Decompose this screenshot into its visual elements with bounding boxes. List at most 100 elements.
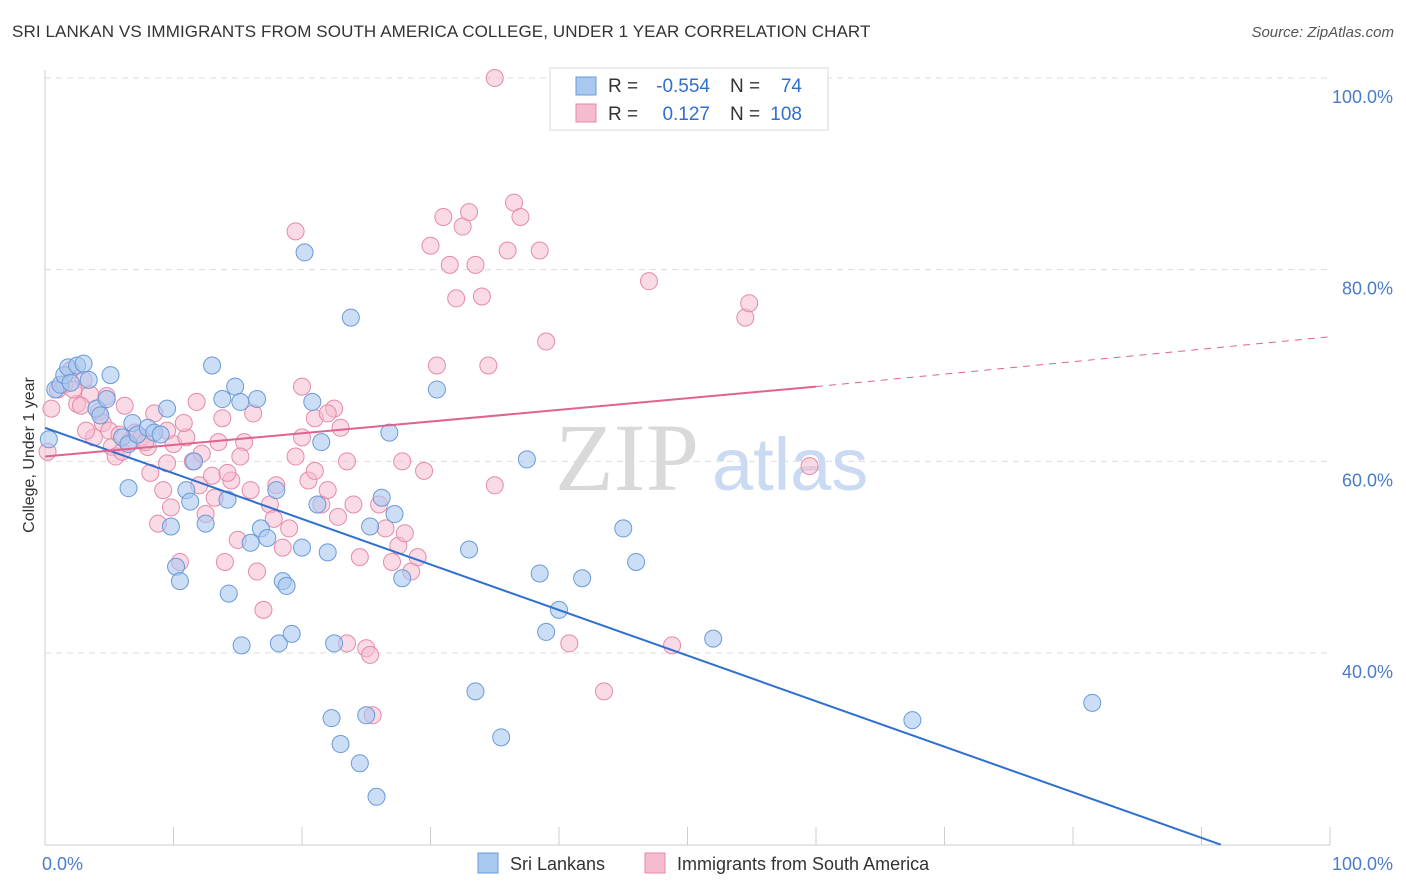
data-point-sri-lankans — [1083, 693, 1102, 712]
legend-item-immigrants-swatch — [644, 852, 666, 874]
legend-n-value-1: 74 — [781, 76, 803, 97]
data-point-immigrants — [218, 463, 237, 482]
data-point-sri-lankans — [293, 538, 311, 557]
data-point-sri-lankans — [530, 564, 549, 583]
data-point-immigrants — [415, 461, 434, 480]
x-tick-label: 100.0% — [1332, 854, 1393, 874]
data-point-sri-lankans — [427, 380, 446, 399]
legend-swatch-pink — [575, 103, 597, 123]
legend-n-label-1: N = — [730, 76, 760, 97]
data-point-sri-lankans — [248, 390, 267, 409]
data-point-immigrants — [421, 236, 440, 255]
data-point-sri-lankans — [460, 540, 479, 559]
data-point-immigrants — [293, 428, 311, 447]
data-point-immigrants — [286, 222, 305, 241]
data-point-sri-lankans — [91, 406, 110, 425]
data-point-sri-lankans — [170, 572, 189, 591]
data-point-immigrants — [361, 645, 380, 664]
data-point-sri-lankans — [357, 706, 376, 725]
data-point-sri-lankans — [350, 754, 369, 773]
data-point-sri-lankans — [39, 430, 58, 449]
data-point-sri-lankans — [331, 735, 350, 754]
trend-line-sri-lankans — [44, 426, 1222, 846]
data-point-sri-lankans — [181, 492, 200, 511]
data-point-immigrants — [293, 377, 311, 396]
data-point-immigrants — [187, 392, 206, 411]
data-point-immigrants — [328, 507, 347, 526]
watermark-atlas: atlas — [712, 423, 868, 506]
data-point-sri-lankans — [380, 423, 399, 442]
data-point-immigrants — [498, 241, 517, 260]
data-point-immigrants — [382, 552, 401, 571]
data-point-sri-lankans — [267, 481, 286, 500]
stats-legend: R = -0.554 N = 74 R = 0.127 N = 108 — [549, 67, 829, 131]
data-point-immigrants — [154, 481, 173, 500]
data-point-immigrants — [203, 466, 222, 485]
data-point-immigrants — [344, 495, 363, 514]
data-point-sri-lankans — [218, 490, 237, 509]
data-point-immigrants — [42, 399, 61, 418]
legend-r-value-2: 0.127 — [662, 104, 710, 125]
source-credit: Source: ZipAtlas.com — [1251, 24, 1394, 41]
data-point-immigrants — [434, 207, 453, 226]
data-point-sri-lankans — [231, 392, 250, 411]
data-point-sri-lankans — [308, 495, 327, 514]
data-point-sri-lankans — [372, 488, 391, 507]
data-point-sri-lankans — [303, 392, 322, 411]
data-point-sri-lankans — [79, 370, 98, 389]
data-point-immigrants — [331, 418, 350, 437]
data-point-immigrants — [231, 447, 250, 466]
data-point-sri-lankans — [573, 569, 592, 588]
data-point-immigrants — [466, 255, 485, 274]
data-point-immigrants — [511, 207, 530, 226]
legend-item-sri-lankans: Sri Lankans — [510, 854, 605, 874]
data-point-immigrants — [248, 562, 267, 581]
legend-r-label-2: R = — [608, 104, 638, 125]
data-point-immigrants — [560, 634, 579, 653]
legend-n-label-2: N = — [730, 104, 760, 125]
data-point-sri-lankans — [101, 366, 120, 385]
data-point-sri-lankans — [492, 728, 511, 747]
legend-r-label-1: R = — [608, 76, 638, 97]
data-point-sri-lankans — [517, 450, 536, 469]
data-point-immigrants — [447, 289, 466, 308]
data-point-immigrants — [639, 272, 658, 291]
data-point-immigrants — [115, 396, 134, 415]
y-tick-label: 80.0% — [1342, 279, 1393, 299]
data-point-immigrants — [427, 356, 446, 375]
y-axis-label: College, Under 1 year — [21, 377, 38, 533]
data-point-sri-lankans — [232, 636, 251, 655]
data-point-sri-lankans — [627, 552, 646, 571]
data-point-sri-lankans — [367, 787, 386, 806]
trend-line-immigrants — [44, 385, 817, 458]
data-point-sri-lankans — [226, 377, 245, 396]
legend-item-immigrants-south-america: Immigrants from South America — [677, 854, 930, 874]
data-point-immigrants — [241, 481, 260, 500]
data-point-sri-lankans — [119, 479, 138, 498]
data-point-immigrants — [213, 409, 232, 428]
legend-item-sri-lankans-swatch — [477, 852, 499, 874]
data-point-sri-lankans — [269, 634, 288, 653]
data-point-sri-lankans — [466, 682, 485, 701]
data-point-immigrants — [472, 287, 491, 306]
data-point-immigrants — [485, 69, 504, 87]
chart-title: SRI LANKAN VS IMMIGRANTS FROM SOUTH AMER… — [12, 22, 871, 41]
data-point-immigrants — [318, 404, 337, 423]
data-point-immigrants — [264, 509, 283, 528]
data-point-immigrants — [485, 476, 504, 495]
series-legend: Sri Lankans Immigrants from South Americ… — [477, 852, 930, 874]
data-point-immigrants — [337, 452, 356, 471]
data-point-sri-lankans — [158, 399, 177, 418]
data-point-sri-lankans — [341, 308, 360, 327]
y-tick-label: 100.0% — [1332, 87, 1393, 107]
data-point-immigrants — [740, 294, 759, 313]
data-point-sri-lankans — [903, 711, 922, 730]
data-point-sri-lankans — [151, 425, 170, 444]
data-point-sri-lankans — [61, 373, 80, 392]
trend-lines — [44, 336, 1331, 846]
data-point-immigrants — [530, 241, 549, 260]
data-point-sri-lankans — [277, 576, 296, 595]
data-point-sri-lankans — [361, 517, 380, 536]
data-point-immigrants — [350, 548, 369, 567]
